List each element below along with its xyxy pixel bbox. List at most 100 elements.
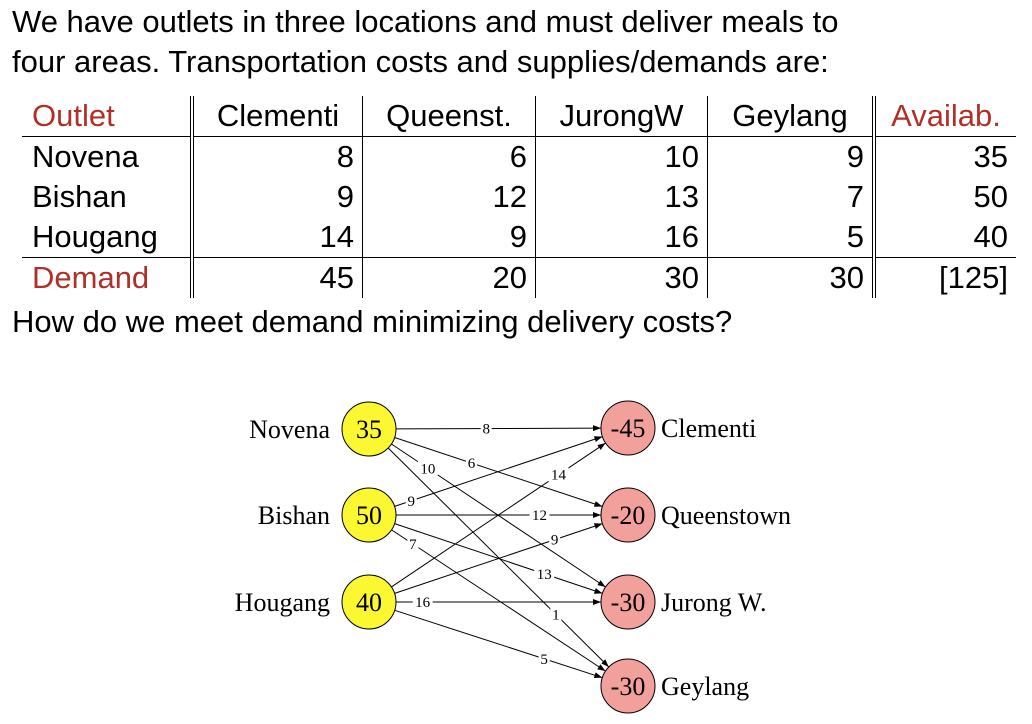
source-name: Novena [249,415,330,444]
edge-0-3: 1 [387,447,610,668]
sink-node-2: -30 Jurong W. [600,574,766,630]
demand-value: -45 [611,414,646,443]
edge-line [394,523,603,594]
cost-cell: 10 [535,136,708,177]
cost-cell: 8 [192,136,363,177]
cost-cell: 9 [707,136,876,177]
edge-2-0: 14 [391,442,606,588]
sink-node-circle [600,487,656,543]
header-jurongw: JurongW [535,96,708,137]
edge-cost-label: 8 [482,422,490,438]
sink-name: Jurong W. [661,588,766,617]
cost-cell: 12 [362,177,536,217]
edge-label-bg [405,492,417,508]
intro-text: We have outlets in three locations and m… [12,2,839,82]
source-node-circle [341,487,397,543]
demand-value: -20 [611,501,646,530]
header-geylang: Geylang [707,96,876,137]
header-queenstown: Queenst. [362,96,536,137]
edge-label-bg [480,420,492,436]
avail-cell: 35 [973,139,1008,174]
edge-label-bg [407,536,419,552]
cost-cell: 9 [362,217,536,258]
edge-cost-label: 12 [532,508,547,524]
cost-cell: 7 [707,177,876,217]
edge-cost-label: 9 [407,494,415,510]
edge-2-1: 9 [394,523,603,594]
edge-0-0: 8 [395,420,602,438]
source-name: Bishan [258,501,330,530]
edge-cost-label: 6 [468,456,476,472]
edge-2-2: 16 [396,594,601,611]
edge-line [394,436,603,507]
edge-cost-label: 7 [409,537,417,553]
edge-cost-label: 9 [551,533,559,549]
row-label: Hougang [22,217,194,258]
sink-name: Queenstown [661,501,791,530]
header-row: Outlet Clementi Queenst. JurongW Geylang… [22,96,1016,137]
supply-value: 50 [356,501,382,530]
edge-cost-label: 16 [415,595,431,611]
cost-cell: 9 [192,177,363,217]
cost-table: Outlet Clementi Queenst. JurongW Geylang… [22,96,1016,298]
intro-line-1: We have outlets in three locations and m… [12,4,839,39]
sink-node-circle [600,400,656,456]
nodes-layer: 35 Novena 50 Bishan 40 Hougang -45 Clementi -20 Q… [235,400,791,714]
table-row: Novena 8 6 10 9 35 [22,136,1016,177]
edge-line [395,425,602,432]
sink-name: Geylang [661,672,749,701]
edge-1-3: 7 [391,529,606,672]
source-node-2: 40 Hougang [235,574,397,630]
header-available: Availab. [874,96,1016,137]
demand-cell: 45 [192,257,363,298]
edge-cost-label: 1 [552,607,560,623]
supply-value: 40 [356,588,382,617]
edge-label-bg [534,565,555,581]
table-row: Bishan 9 12 13 7 50 [22,177,1016,217]
edge-line [391,529,606,672]
demand-label: Demand [22,257,194,298]
table-row: Hougang 14 9 16 5 40 [22,217,1016,258]
edge-2-3: 5 [394,609,603,679]
header-outlet: Outlet [22,96,194,137]
edge-label-bg [548,466,569,482]
source-node-1: 50 Bishan [258,487,397,543]
edge-label-bg [538,650,550,666]
edge-label-bg [529,507,550,522]
sink-node-1: -20 Queenstown [600,487,791,543]
source-node-circle [341,401,397,457]
edge-label-bg [417,460,438,476]
edge-1-0: 9 [394,436,603,510]
cost-cell: 5 [707,217,876,258]
cost-cell: 14 [192,217,363,258]
source-node-circle [341,574,397,630]
sink-node-circle [600,574,656,630]
demand-value: -30 [611,588,646,617]
demand-value: -30 [611,672,646,701]
source-name: Hougang [235,588,330,617]
header-clementi: Clementi [192,96,363,137]
edge-cost-label: 13 [537,567,552,583]
edge-line [391,442,606,588]
demand-cell: 20 [362,257,536,298]
avail-cell: 50 [973,179,1008,214]
edge-cost-label: 14 [551,468,567,484]
cost-cell: 16 [535,217,708,258]
cost-cell: 6 [362,136,536,177]
demand-cell: 30 [535,257,708,298]
edge-label-bg [549,531,561,547]
avail-cell: 40 [973,219,1008,254]
edge-label-bg [465,455,477,471]
edge-label-bg [412,594,433,609]
demand-cell: 30 [707,257,876,298]
sink-name: Clementi [661,414,756,443]
sink-node-0: -45 Clementi [600,400,756,456]
sink-node-circle [600,658,656,714]
edge-line [394,609,603,679]
sink-node-3: -30 Geylang [600,658,749,714]
edge-cost-label: 10 [420,461,435,477]
supply-value: 35 [356,415,382,444]
source-node-0: 35 Novena [249,401,397,457]
